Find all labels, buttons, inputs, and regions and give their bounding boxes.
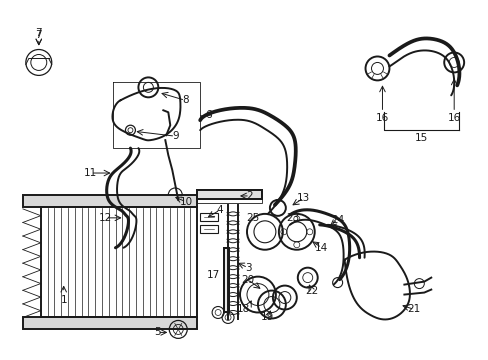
Text: 16: 16 [447,113,460,123]
Bar [200,225,218,233]
Text: 3: 3 [244,263,251,273]
Text: 25: 25 [246,213,259,223]
Text: 22: 22 [305,285,318,296]
Text: 24: 24 [330,215,344,225]
Bar [200,213,218,221]
Text: 23: 23 [285,213,299,223]
Bar [224,248,228,312]
Text: 7: 7 [36,28,42,37]
Text: 16: 16 [375,113,388,123]
Text: 5: 5 [154,327,161,337]
Text: 9: 9 [172,131,178,141]
Text: 15: 15 [414,133,427,143]
Bar [23,318,197,329]
Bar [41,207,197,318]
Text: 13: 13 [297,193,310,203]
Bar [23,318,197,329]
Bar [197,199,262,203]
Text: 6: 6 [204,110,211,120]
Text: 2: 2 [246,191,253,201]
Text: 10: 10 [179,197,192,207]
Text: 8: 8 [182,95,188,105]
Bar [23,195,197,207]
Text: 14: 14 [314,243,327,253]
Text: 4: 4 [216,205,223,215]
Text: 12: 12 [99,213,112,223]
Bar [197,190,262,199]
Bar [23,195,197,207]
Text: 11: 11 [84,168,97,178]
Text: 18: 18 [236,305,249,315]
Text: 20: 20 [241,275,254,285]
Text: 19: 19 [261,312,274,323]
Text: 1: 1 [60,294,67,305]
Text: 7: 7 [36,30,42,40]
Text: 21: 21 [407,305,420,315]
Text: 17: 17 [206,270,219,280]
Bar [197,190,262,199]
Bar [224,248,228,312]
